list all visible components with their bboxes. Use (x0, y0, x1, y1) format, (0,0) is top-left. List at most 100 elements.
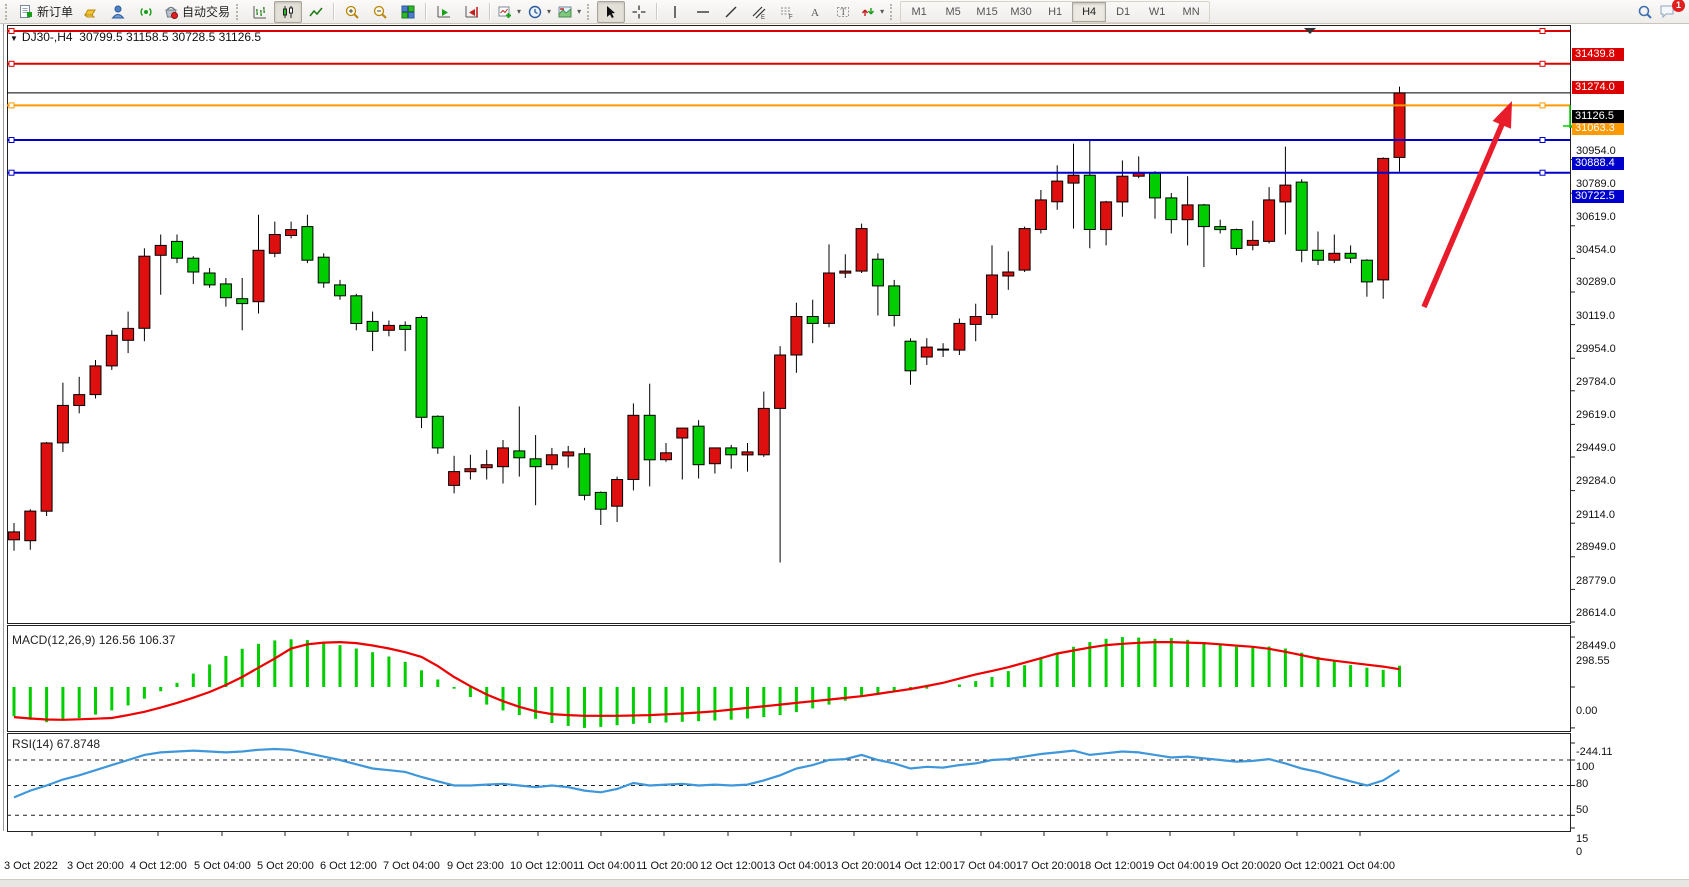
line-anchor[interactable] (1539, 137, 1546, 143)
chart-shift-icon (465, 5, 479, 17)
new-chart-button[interactable]: ▾ (494, 1, 524, 23)
channel-tool-button[interactable]: E (745, 1, 773, 23)
fibonacci-tool-button[interactable]: F (773, 1, 801, 23)
candle-body (334, 284, 346, 297)
history-center-button[interactable] (76, 1, 104, 23)
candle-body (969, 316, 982, 325)
line-anchor[interactable] (8, 169, 15, 176)
chart-shift-button[interactable] (458, 1, 486, 23)
candlestick-mode-button[interactable] (274, 0, 303, 23)
line-chart-mode-button[interactable] (302, 1, 330, 23)
line-anchor[interactable] (8, 137, 15, 143)
templates-button[interactable]: ▾ (554, 1, 584, 23)
market-watch-button[interactable] (104, 1, 132, 23)
price-tick-label: 30619.0 (1576, 211, 1616, 224)
candle-body (138, 255, 151, 329)
candle-body (1051, 180, 1064, 203)
toolbar-grip[interactable] (587, 3, 594, 20)
candle-body (448, 471, 461, 486)
candle-body (692, 425, 705, 466)
signals-button[interactable] (132, 1, 160, 23)
candle-body (105, 334, 118, 367)
horizontal-line-tool-button[interactable] (689, 1, 717, 23)
toolbar-grip[interactable] (5, 3, 12, 20)
trend-arrow-annotation[interactable] (1421, 101, 1512, 309)
chart-shift-marker-icon[interactable] (1304, 28, 1316, 34)
cursor-tool-button[interactable] (597, 0, 626, 23)
candle-body (611, 479, 624, 507)
candle-body (774, 354, 787, 409)
chart-low-value: 30728.5 (171, 30, 216, 44)
crosshair-tool-button[interactable] (625, 1, 653, 23)
timeframe-group: M1 M5 M15 M30 H1 H4 D1 W1 MN (900, 0, 1211, 23)
price-tick-label: 29284.0 (1576, 474, 1616, 487)
chart-window[interactable]: ▼ DJ30-,H4 30799.5 31158.5 30728.5 31126.… (0, 24, 1689, 887)
candle-body (154, 244, 167, 256)
cursor-icon (607, 5, 616, 18)
autotrading-button[interactable]: 自动交易 (160, 1, 233, 23)
search-icon[interactable] (1637, 4, 1653, 20)
candle-body (382, 324, 395, 331)
trendline-tool-button[interactable] (717, 1, 745, 23)
timeframe-button-m15[interactable]: M15 (976, 5, 998, 18)
timeframe-button-m1[interactable]: M1 (911, 5, 927, 18)
line-anchor[interactable] (1539, 102, 1546, 109)
macd-signal-line (13, 640, 1400, 721)
candle-body (480, 464, 493, 469)
tile-windows-button[interactable] (394, 1, 422, 23)
line-anchor[interactable] (8, 102, 15, 109)
chart-menu-icon[interactable]: ▼ (10, 34, 18, 43)
line-anchor[interactable] (8, 60, 15, 67)
price-tick-label: 30954.0 (1576, 144, 1616, 157)
timeframe-button-w1[interactable]: W1 (1148, 5, 1166, 18)
line-anchor[interactable] (1539, 60, 1546, 67)
toolbar-grip[interactable] (890, 3, 897, 20)
timeframe-button-d1[interactable]: D1 (1116, 5, 1131, 18)
bar-chart-mode-button[interactable] (246, 1, 274, 23)
line-anchor[interactable] (1539, 169, 1546, 176)
chat-button[interactable]: 1 (1659, 0, 1685, 21)
auto-scroll-button[interactable] (430, 1, 458, 23)
candle-body (1344, 252, 1357, 259)
line-anchor[interactable] (1539, 28, 1546, 34)
candle-body (1034, 199, 1047, 230)
candle-body (122, 327, 135, 341)
candle-body (790, 316, 803, 356)
new-order-button[interactable]: 新订单 (15, 1, 76, 23)
candle-body (431, 415, 444, 449)
vertical-line-tool-button[interactable] (661, 1, 689, 23)
candle-body (594, 491, 607, 510)
timeframe-button-m5[interactable]: M5 (945, 5, 961, 18)
rsi-tick-label: 15 (1576, 833, 1589, 846)
chart-title-row[interactable]: ▼ DJ30-,H4 30799.5 31158.5 30728.5 31126.… (10, 30, 261, 44)
timeframe-button-m30[interactable]: M30 (1010, 5, 1032, 18)
arrows-tool-button[interactable]: ▾ (857, 1, 887, 23)
text-label-tool-button[interactable]: T (829, 1, 857, 23)
timeframe-button-mn[interactable]: MN (1182, 5, 1200, 18)
equidistant-channel-icon: E (752, 6, 766, 20)
candle-body (708, 447, 721, 465)
candle-body (1246, 239, 1259, 246)
svg-text:F: F (789, 15, 793, 20)
timeframe-button-h1[interactable]: H1 (1048, 5, 1063, 18)
price-tick-label: 29619.0 (1576, 408, 1616, 421)
text-tool-button[interactable]: A (801, 1, 829, 23)
text-label-icon: T (837, 6, 850, 17)
period-selector-button[interactable]: ▾ (524, 1, 554, 23)
dropdown-caret-icon: ▾ (547, 7, 552, 16)
candle-body (1377, 157, 1390, 281)
candle-body (285, 229, 298, 237)
svg-text:A: A (811, 7, 819, 19)
candle-body (643, 414, 656, 461)
toolbar-grip[interactable] (236, 3, 243, 20)
candle-body (350, 295, 363, 324)
chart-plot-svg (3, 24, 1577, 836)
zoom-in-button[interactable] (338, 1, 366, 23)
timeframe-button-h4[interactable]: H4 (1072, 1, 1107, 22)
line-anchor[interactable] (8, 28, 15, 34)
candle-body (1295, 181, 1308, 251)
candle-body (839, 270, 852, 274)
candle-body (56, 404, 69, 444)
zoom-out-button[interactable] (366, 1, 394, 23)
toolbar-separator (333, 3, 336, 20)
